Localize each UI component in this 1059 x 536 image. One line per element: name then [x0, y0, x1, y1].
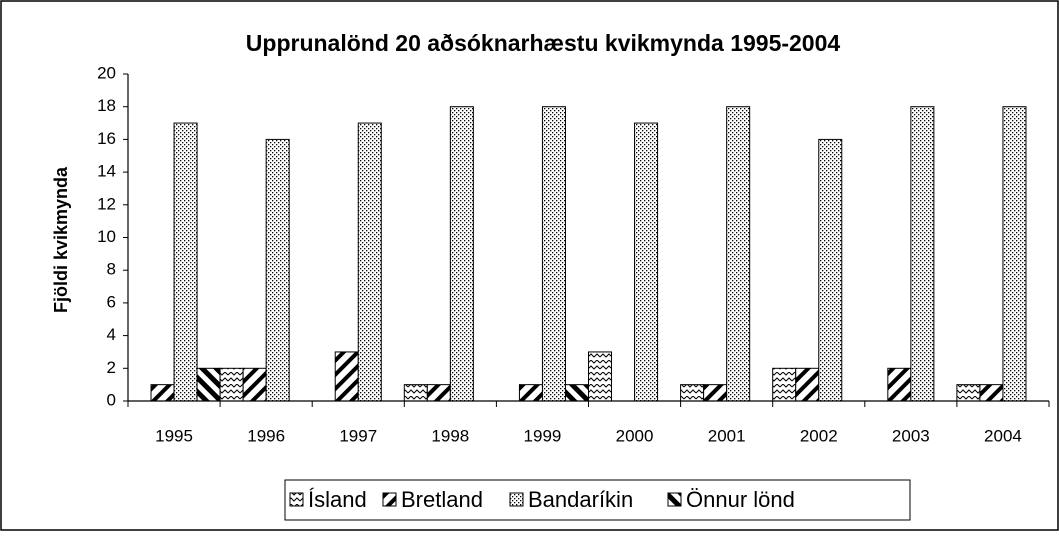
bar	[265, 138, 290, 402]
legend-label: Bandaríkin	[528, 487, 633, 512]
x-tick-label: 1995	[155, 426, 193, 445]
y-tick-label: 18	[97, 96, 116, 115]
bar	[518, 384, 543, 402]
legend-swatch	[382, 492, 397, 507]
bar	[795, 367, 820, 402]
chart-title: Upprunalönd 20 aðsóknarhæstu kvikmynda 1…	[246, 30, 841, 56]
x-tick-label: 1997	[339, 426, 377, 445]
bar	[334, 351, 359, 402]
y-tick-label: 0	[107, 390, 116, 409]
y-tick-label: 14	[97, 162, 116, 181]
y-tick-label: 8	[107, 260, 116, 279]
y-axis-label: Fjöldi kvikmynda	[51, 166, 71, 313]
bar	[403, 384, 428, 402]
bar	[910, 106, 935, 402]
y-tick-label: 2	[107, 358, 116, 377]
y-tick-label: 4	[107, 325, 116, 344]
bar	[680, 384, 705, 402]
x-tick-label: 2002	[800, 426, 838, 445]
bar	[426, 384, 451, 402]
legend-label: Önnur lönd	[686, 487, 795, 512]
x-tick-label: 2003	[892, 426, 930, 445]
x-tick-label: 1998	[431, 426, 469, 445]
bar	[703, 384, 728, 402]
x-tick-label: 2000	[616, 426, 654, 445]
legend-swatch	[509, 492, 524, 507]
y-tick-label: 6	[107, 292, 116, 311]
bar	[956, 384, 981, 402]
bar	[173, 122, 198, 402]
x-tick-label: 1996	[247, 426, 285, 445]
bar	[449, 106, 474, 402]
bar	[219, 367, 244, 402]
bar	[150, 384, 175, 402]
bar	[634, 122, 659, 402]
bar	[564, 384, 589, 402]
bar	[1002, 106, 1027, 402]
y-tick-label: 16	[97, 129, 116, 148]
legend-label: Bretland	[401, 487, 483, 512]
legend-swatch	[289, 492, 304, 507]
y-tick-label: 20	[97, 63, 116, 82]
bar	[772, 367, 797, 402]
bar	[357, 122, 382, 402]
bar	[979, 384, 1004, 402]
x-tick-label: 2004	[984, 426, 1022, 445]
y-tick-label: 10	[97, 227, 116, 246]
bar	[887, 367, 912, 402]
bar	[242, 367, 267, 402]
bar	[726, 106, 751, 402]
x-tick-label: 2001	[708, 426, 746, 445]
bar	[196, 367, 221, 402]
legend-swatch	[667, 492, 682, 507]
bar	[588, 351, 613, 402]
x-tick-label: 1999	[524, 426, 562, 445]
bar	[818, 138, 843, 402]
y-tick-label: 12	[97, 194, 116, 213]
bar	[541, 106, 566, 402]
legend-label: Ísland	[308, 487, 367, 512]
